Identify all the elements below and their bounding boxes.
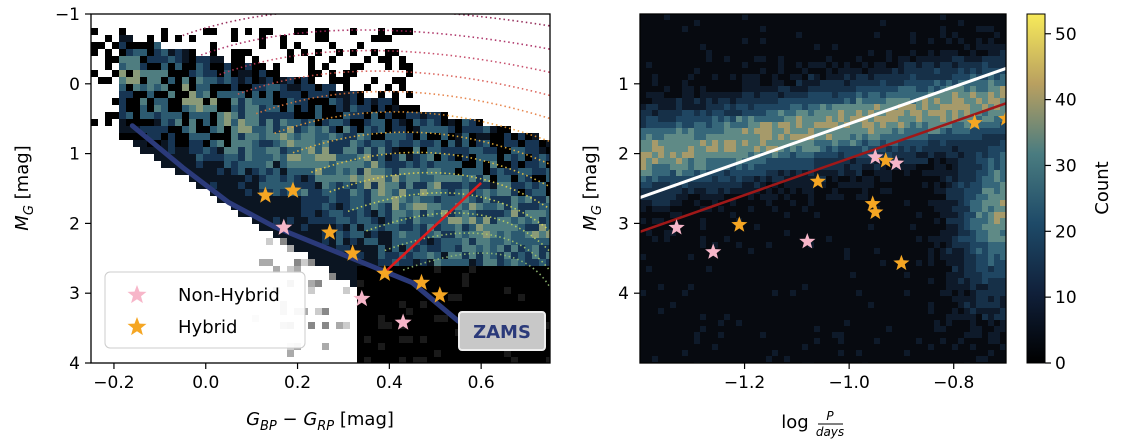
white-fit-line — [639, 67, 1007, 199]
colorbar-gradient — [1026, 13, 1046, 364]
non-hybrid-star — [394, 313, 412, 330]
left-x-ticks: −0.2 0.0 0.2 0.4 0.6 — [93, 363, 495, 393]
hybrid-star — [321, 223, 339, 240]
darkred-fit-line — [639, 102, 1007, 233]
y-tick-label: −1 — [55, 5, 80, 25]
hybrid-star — [864, 195, 881, 211]
hybrid-star — [893, 254, 910, 271]
legend-nonhybrid-label: Non-Hybrid — [178, 285, 280, 306]
right-x-axis-frac-num: P — [826, 409, 834, 423]
colorbar-tick-label: 20 — [1055, 222, 1077, 242]
non-hybrid-star — [867, 148, 884, 164]
x-tick-label: 0.6 — [468, 373, 495, 393]
left-y-axis-label: MG [mag] — [12, 145, 37, 230]
left-y-ticks: −1 0 1 2 3 4 — [55, 5, 91, 374]
legend-hybrid-marker — [127, 317, 147, 336]
colorbar-tick-label: 10 — [1055, 288, 1077, 308]
non-hybrid-star — [888, 154, 905, 171]
x-tick-label: −0.2 — [93, 373, 134, 393]
zams-line — [129, 123, 461, 324]
hybrid-star — [256, 186, 274, 203]
colorbar: 0 10 20 30 40 50 Count — [1026, 13, 1113, 374]
y-tick-label: 2 — [618, 145, 629, 165]
hybrid-star — [997, 110, 1006, 126]
non-hybrid-legend-star — [127, 285, 147, 304]
colorbar-tick-label: 50 — [1055, 25, 1077, 45]
left-x-axis-label: GBP − GRP [mag] — [246, 409, 394, 434]
hybrid-star — [867, 203, 884, 220]
evolutionary-tracks — [182, 14, 550, 289]
right-plot-frame — [639, 13, 1007, 364]
left-legend: Non-Hybrid Hybrid — [104, 271, 306, 349]
colorbar-ticks: 0 10 20 30 40 50 — [1045, 25, 1077, 374]
right-x-ticks: −1.2 −1.0 −0.8 — [724, 363, 974, 393]
hybrid-star — [966, 114, 983, 130]
y-tick-label: 4 — [69, 354, 80, 374]
colorbar-label: Count — [1092, 161, 1113, 214]
colorbar-tick-label: 40 — [1055, 91, 1077, 111]
y-tick-label: 2 — [69, 214, 80, 234]
left-markers — [256, 181, 449, 330]
hybrid-star — [731, 216, 748, 232]
left-plot-frame — [90, 13, 551, 364]
colorbar-tick-label: 30 — [1055, 156, 1077, 176]
x-tick-label: −1.2 — [724, 373, 765, 393]
y-tick-label: 1 — [618, 75, 629, 95]
colorbar-tick-label: 0 — [1055, 354, 1066, 374]
instability-red-line — [383, 181, 482, 274]
y-tick-label: 3 — [618, 214, 629, 234]
hybrid-star — [284, 181, 302, 198]
x-tick-label: 0.0 — [192, 373, 219, 393]
x-tick-label: −0.8 — [933, 373, 974, 393]
right-heatmap — [640, 14, 1006, 363]
x-tick-label: 0.2 — [284, 373, 311, 393]
x-tick-label: 0.4 — [376, 373, 403, 393]
zams-label-box: ZAMS — [458, 311, 546, 351]
hybrid-legend-star — [127, 317, 147, 336]
hybrid-star — [431, 286, 449, 303]
right-x-axis-frac-den: days — [816, 425, 844, 439]
y-tick-label: 4 — [618, 284, 629, 304]
legend-hybrid-label: Hybrid — [178, 317, 237, 338]
right-markers — [668, 110, 1006, 271]
hybrid-star — [376, 264, 394, 281]
hybrid-star — [412, 273, 430, 290]
legend-nonhybrid-marker — [127, 285, 147, 304]
hybrid-star — [344, 244, 362, 261]
hybrid-star — [809, 173, 826, 189]
left-panel: ZAMS Non-Hybrid Hybrid −0.2 0.0 0.2 0.4 0.6 … — [12, 5, 551, 434]
y-tick-label: 1 — [69, 145, 80, 165]
x-tick-label: −1.0 — [829, 373, 870, 393]
zams-label: ZAMS — [473, 322, 531, 343]
non-hybrid-star — [799, 233, 816, 249]
right-x-axis-label: log — [781, 412, 808, 433]
y-tick-label: 3 — [69, 284, 80, 304]
right-y-ticks: 1 2 3 4 — [618, 75, 640, 304]
non-hybrid-star — [668, 219, 685, 235]
hybrid-star — [877, 152, 894, 168]
non-hybrid-star — [353, 289, 371, 307]
non-hybrid-star — [705, 243, 722, 259]
y-tick-label: 0 — [69, 75, 80, 95]
right-y-axis-label: MG [mag] — [580, 145, 605, 230]
right-panel: −1.2 −1.0 −0.8 1 2 3 4 log P days MG [mag] — [580, 13, 1007, 439]
non-hybrid-star — [275, 218, 293, 235]
